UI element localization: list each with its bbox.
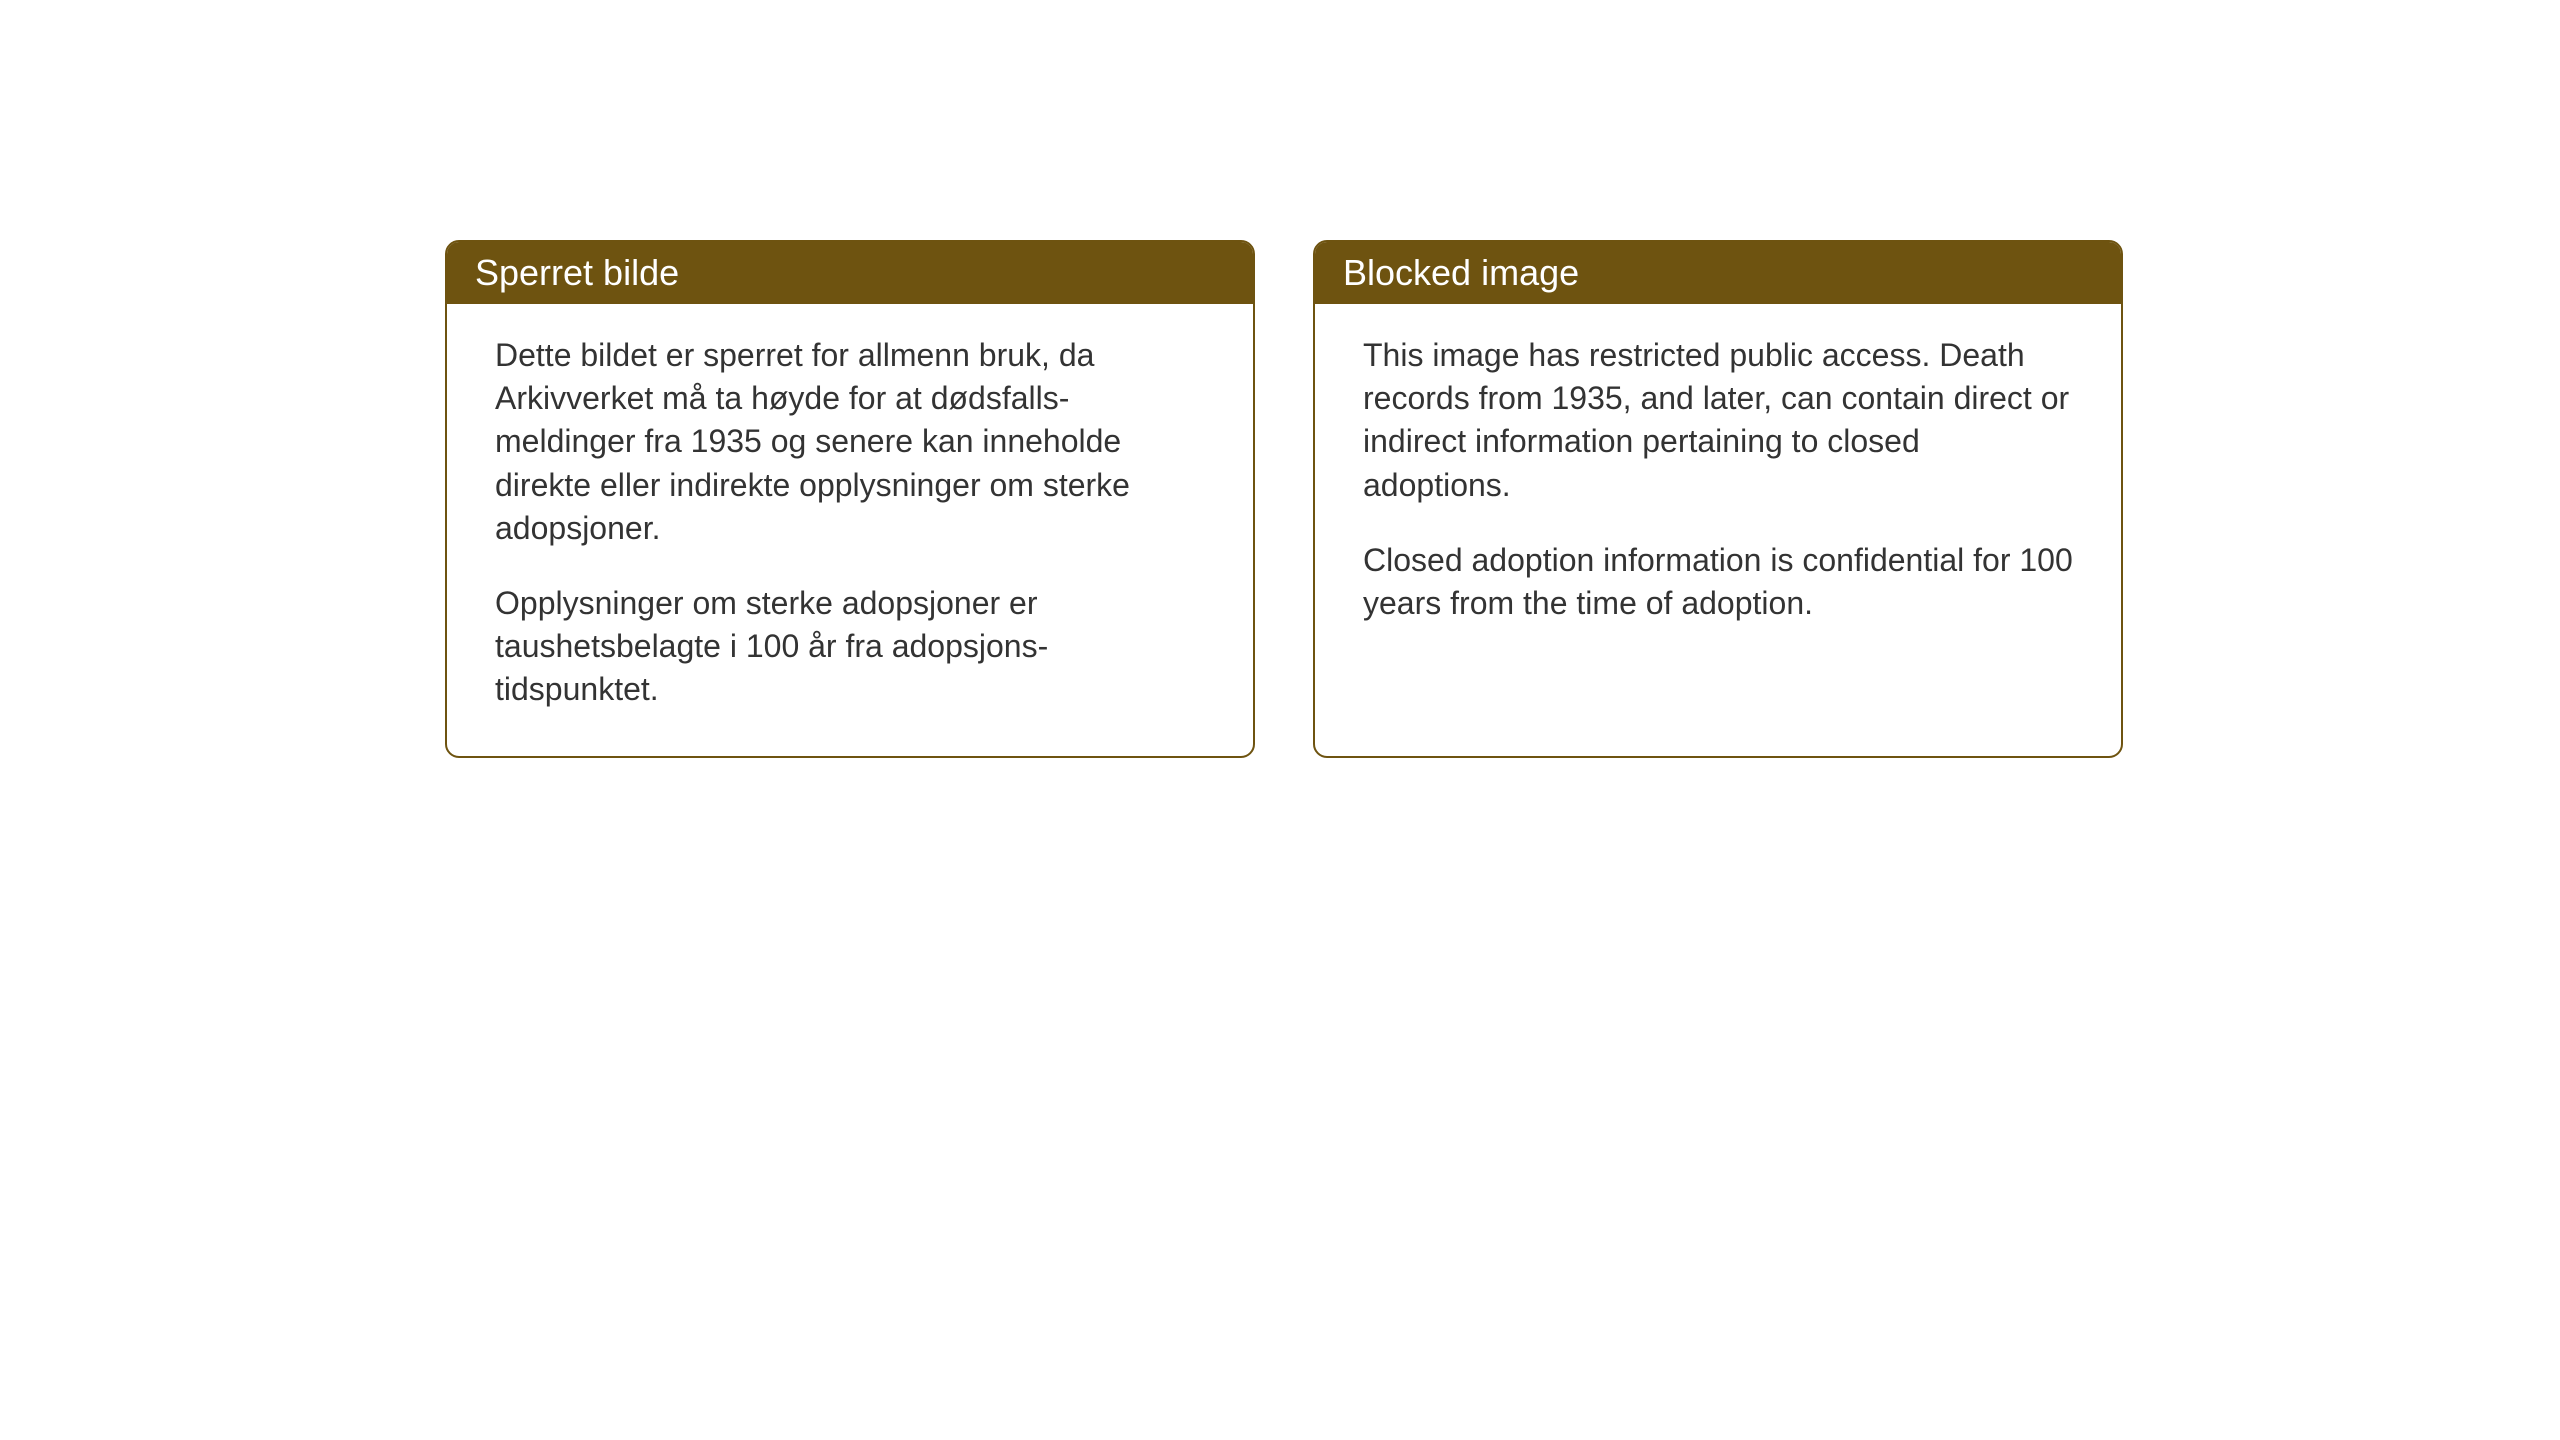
notice-paragraph-1-norwegian: Dette bildet er sperret for allmenn bruk…	[495, 334, 1205, 550]
notice-header-norwegian: Sperret bilde	[447, 242, 1253, 304]
notice-body-norwegian: Dette bildet er sperret for allmenn bruk…	[447, 304, 1253, 756]
notice-box-norwegian: Sperret bilde Dette bildet er sperret fo…	[445, 240, 1255, 758]
notice-paragraph-2-norwegian: Opplysninger om sterke adopsjoner er tau…	[495, 582, 1205, 712]
notice-paragraph-2-english: Closed adoption information is confident…	[1363, 539, 2073, 625]
notice-title-english: Blocked image	[1343, 252, 1579, 293]
notice-title-norwegian: Sperret bilde	[475, 252, 679, 293]
notice-body-english: This image has restricted public access.…	[1315, 304, 2121, 669]
notice-box-english: Blocked image This image has restricted …	[1313, 240, 2123, 758]
notice-paragraph-1-english: This image has restricted public access.…	[1363, 334, 2073, 507]
notice-header-english: Blocked image	[1315, 242, 2121, 304]
notices-container: Sperret bilde Dette bildet er sperret fo…	[445, 240, 2123, 758]
